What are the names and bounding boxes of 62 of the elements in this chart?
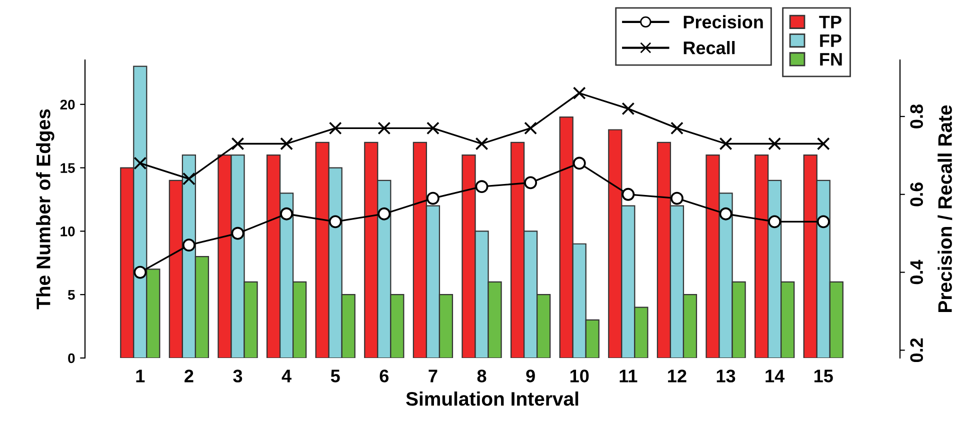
point bbox=[328, 122, 342, 135]
y-tick-label: 15 bbox=[60, 163, 75, 173]
y2-tick-label: 0.8 bbox=[910, 104, 923, 128]
point bbox=[426, 192, 440, 205]
point bbox=[622, 102, 635, 116]
y2-tick-label: 0.6 bbox=[910, 182, 923, 206]
point bbox=[134, 266, 147, 279]
point bbox=[719, 137, 732, 150]
point bbox=[572, 86, 586, 100]
legend-label: FN bbox=[820, 53, 842, 66]
point bbox=[768, 215, 782, 228]
point bbox=[475, 180, 488, 194]
y-tick-label: 20 bbox=[60, 100, 75, 110]
x-tick-label: 10 bbox=[570, 370, 589, 382]
point bbox=[231, 137, 244, 150]
point bbox=[378, 122, 391, 135]
point bbox=[816, 215, 830, 228]
point bbox=[328, 215, 342, 228]
y2-axis-title: Precision / Recall Rate bbox=[938, 105, 952, 312]
legend-label: Recall bbox=[684, 41, 735, 54]
y-tick-label: 10 bbox=[60, 226, 75, 236]
y-axis-title: The Number of Edges bbox=[36, 109, 54, 310]
point bbox=[378, 207, 391, 220]
x-tick-label: 1 bbox=[136, 370, 145, 382]
point bbox=[572, 156, 586, 170]
point bbox=[524, 122, 538, 135]
point bbox=[231, 226, 244, 240]
x-tick-label: 3 bbox=[233, 370, 242, 382]
point bbox=[182, 172, 196, 186]
point bbox=[524, 176, 538, 190]
point bbox=[426, 122, 440, 135]
point bbox=[719, 207, 732, 220]
point bbox=[670, 122, 684, 135]
x-tick-label: 13 bbox=[716, 370, 736, 382]
x-tick-label: 9 bbox=[526, 370, 535, 382]
x-tick-label: 2 bbox=[184, 370, 194, 382]
x-tick-label: 15 bbox=[814, 370, 833, 382]
y-tick-label: 5 bbox=[68, 290, 75, 300]
legend-label: Precision bbox=[684, 15, 763, 28]
point bbox=[816, 137, 830, 150]
x-tick-label: 5 bbox=[330, 370, 340, 382]
point bbox=[670, 192, 684, 205]
x-tick-label: 14 bbox=[766, 370, 785, 382]
x-tick-label: 7 bbox=[428, 370, 438, 382]
point bbox=[134, 156, 147, 170]
point bbox=[280, 137, 294, 150]
x-tick-label: 4 bbox=[282, 370, 292, 382]
legend-label: FP bbox=[820, 34, 842, 47]
x-tick-label: 12 bbox=[668, 370, 686, 382]
point bbox=[622, 188, 635, 201]
x-tick-label: 8 bbox=[477, 370, 486, 382]
x-axis-title: Simulation Interval bbox=[406, 392, 578, 406]
legend-label: TP bbox=[819, 16, 842, 28]
y2-tick-label: 0.4 bbox=[910, 260, 923, 284]
point bbox=[768, 137, 782, 150]
point bbox=[280, 207, 294, 220]
x-tick-label: 11 bbox=[620, 370, 638, 382]
point bbox=[182, 238, 196, 252]
point bbox=[475, 137, 488, 150]
y-tick-label: 0 bbox=[68, 353, 75, 364]
x-tick-label: 6 bbox=[380, 370, 389, 382]
y2-tick-label: 0.2 bbox=[910, 338, 923, 362]
